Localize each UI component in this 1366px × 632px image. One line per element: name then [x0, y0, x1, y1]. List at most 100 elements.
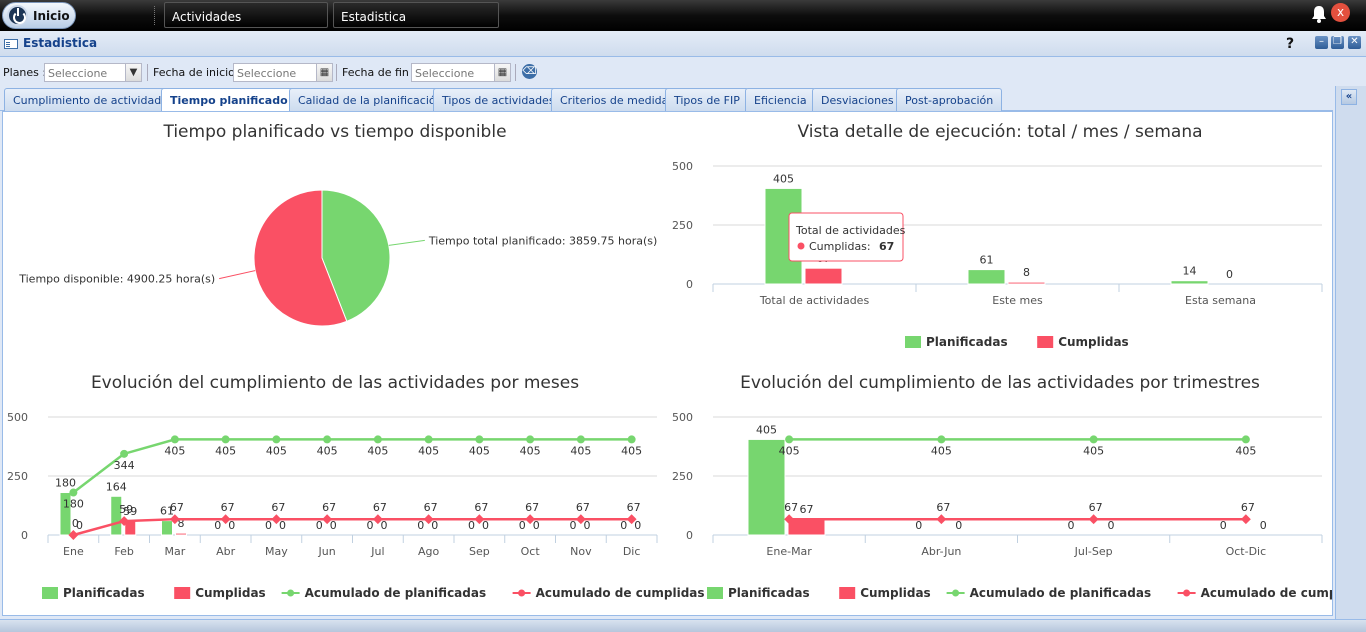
- help-icon[interactable]: ?: [1286, 36, 1295, 52]
- legend-label: Acumulado de cumplidas: [1201, 586, 1332, 600]
- expand-panel-icon[interactable]: «: [1341, 89, 1357, 105]
- bar-data-label: 0: [1108, 519, 1115, 532]
- legend-swatch: [905, 336, 921, 348]
- calendar-icon[interactable]: ▦: [494, 63, 511, 82]
- pie-connector: [388, 239, 425, 246]
- planes-select[interactable]: Seleccione: [44, 63, 126, 82]
- bar: [1170, 280, 1209, 285]
- collapsed-east-panel: [1335, 86, 1366, 619]
- tab-desviaciones[interactable]: Desviaciones: [812, 88, 903, 111]
- line-data-label: 67: [627, 501, 641, 514]
- maximize-icon[interactable]: ❐: [1331, 36, 1344, 49]
- bar: [110, 495, 123, 536]
- legend-marker: [1183, 589, 1191, 597]
- x-tick-label: Jul: [370, 545, 384, 558]
- bar: [787, 518, 826, 536]
- line-data-label: 405: [779, 444, 800, 457]
- fecha-inicio-label: Fecha de inicio :: [153, 66, 243, 79]
- chart-title: Evolución del cumplimiento de las activi…: [740, 373, 1260, 393]
- chart-group: Vista detalle de ejecución: total / mes …: [672, 122, 1323, 349]
- tab-calidad[interactable]: Calidad de la planificación: [289, 88, 452, 111]
- chart-title: Tiempo planificado vs tiempo disponible: [162, 122, 506, 142]
- bar-data-label: 8: [178, 517, 185, 530]
- taskbar-separator: [154, 6, 156, 25]
- line-data-label: 405: [570, 444, 591, 457]
- bar-data-label: 0: [519, 519, 526, 532]
- start-label: Inicio: [33, 8, 70, 23]
- line-point: [119, 516, 130, 527]
- line-data-label: 405: [317, 444, 338, 457]
- bar-data-label: 0: [634, 519, 641, 532]
- legend-label: Cumplidas: [860, 586, 931, 600]
- line-point: [575, 514, 586, 525]
- tab-tipos-fip[interactable]: Tipos de FIP: [665, 88, 749, 111]
- tab-tiempo-planificado[interactable]: Tiempo planificado: [161, 88, 297, 112]
- line-data-label: 405: [1235, 444, 1256, 457]
- line-data-label: 67: [1241, 501, 1255, 514]
- bar-data-label: 405: [756, 423, 777, 436]
- bell-icon[interactable]: [1311, 5, 1327, 23]
- tab-cumplimiento[interactable]: Cumplimiento de actividades: [4, 88, 183, 111]
- calendar-icon[interactable]: ▦: [316, 63, 333, 82]
- x-tick-label: Ene: [63, 545, 84, 558]
- task-actividades[interactable]: Actividades: [164, 2, 328, 28]
- pie-label: Tiempo total planificado: 3859.75 hora(s…: [428, 234, 657, 247]
- task-estadistica[interactable]: Estadistica: [333, 2, 499, 28]
- line-point: [1240, 514, 1251, 525]
- line-data-label: 405: [164, 444, 185, 457]
- y-tick-label: 500: [672, 160, 693, 173]
- x-tick-label: Jun: [318, 545, 336, 558]
- tab-criterios[interactable]: Criterios de medida: [551, 88, 678, 111]
- line-data-label: 405: [266, 444, 287, 457]
- legend-label: Acumulado de cumplidas: [536, 586, 705, 600]
- tab-post-aprobacion[interactable]: Post-aprobación: [896, 88, 1003, 111]
- bar-data-label: 0: [431, 519, 438, 532]
- chart-group: Evolución del cumplimiento de las activi…: [7, 373, 705, 600]
- tooltip-title: Total de actividades: [795, 224, 906, 237]
- line-point: [68, 530, 79, 540]
- legend-swatch: [1037, 336, 1054, 348]
- line-point: [1089, 435, 1098, 444]
- bar: [804, 267, 843, 285]
- tab-tipos-actividades[interactable]: Tipos de actividades: [433, 88, 564, 111]
- toolbar-separator: [147, 64, 148, 81]
- minimize-icon[interactable]: –: [1315, 36, 1328, 49]
- clear-filter-icon[interactable]: ⌫: [522, 64, 537, 79]
- bar: [59, 492, 72, 536]
- tooltip-value: 67: [879, 240, 894, 253]
- fecha-fin-field[interactable]: Seleccione: [411, 63, 495, 82]
- line-data-label: 67: [373, 501, 387, 514]
- line-data-label: 67: [1089, 501, 1103, 514]
- taskbar: Inicio Actividades Estadistica x: [0, 0, 1366, 31]
- x-tick-label: May: [265, 545, 288, 558]
- bar-data-label: 0: [279, 519, 286, 532]
- window-titlebar: Estadistica ? – ❐ ✕: [0, 31, 1366, 57]
- line-data-label: 0: [72, 517, 79, 530]
- legend-swatch: [174, 587, 191, 599]
- chart-title: Evolución del cumplimiento de las activi…: [91, 373, 579, 393]
- line-point: [424, 435, 433, 444]
- chart-title: Vista detalle de ejecución: total / mes …: [797, 122, 1202, 142]
- chart-group: Evolución del cumplimiento de las activi…: [672, 373, 1366, 600]
- y-tick-label: 250: [672, 470, 693, 483]
- legend-label: Acumulado de planificadas: [970, 586, 1152, 600]
- window-close-icon[interactable]: ✕: [1348, 36, 1361, 49]
- chevron-down-icon[interactable]: ▼: [125, 63, 142, 82]
- line-point: [936, 514, 947, 525]
- close-icon[interactable]: x: [1331, 3, 1350, 22]
- start-button[interactable]: Inicio: [2, 2, 76, 29]
- legend-swatch: [707, 587, 723, 599]
- line-data-label: 67: [576, 501, 590, 514]
- bar-data-label: 61: [980, 254, 994, 267]
- fecha-inicio-field[interactable]: Seleccione: [233, 63, 317, 82]
- bar-data-label: 164: [106, 480, 127, 493]
- tab-eficiencia[interactable]: Eficiencia: [745, 88, 816, 111]
- line-point: [475, 435, 484, 444]
- bar: [175, 532, 187, 536]
- x-tick-label: Oct-Dic: [1226, 545, 1267, 558]
- bar-data-label: 0: [330, 519, 337, 532]
- line-point: [627, 435, 636, 444]
- line-data-label: 405: [931, 444, 952, 457]
- planes-label: Planes :: [3, 66, 47, 79]
- pie-slice: [321, 189, 391, 322]
